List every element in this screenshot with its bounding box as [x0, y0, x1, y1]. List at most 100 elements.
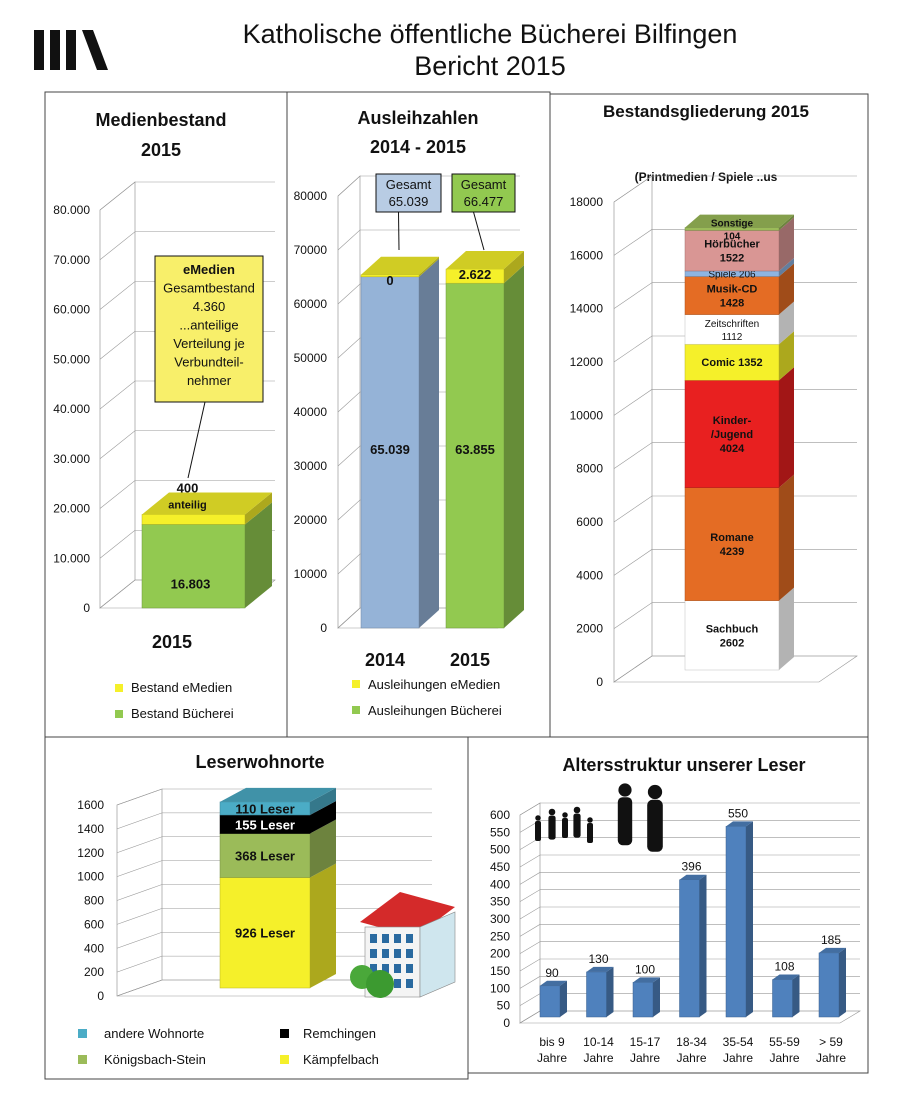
alter-ytick: 350	[490, 895, 510, 909]
medien-ytick: 60.000	[53, 303, 90, 317]
medien-legend-emedien: Bestand eMedien	[131, 680, 232, 695]
page-title: Katholische öffentliche Bücherei Bilfing…	[0, 18, 900, 82]
person-silhouette-icon	[617, 797, 633, 846]
wohnorte-legend-koenigsbach: Königsbach-Stein	[104, 1052, 206, 1067]
bestand-segment-label: 1522	[720, 253, 744, 265]
alter-grid-gridline	[519, 976, 860, 989]
person-silhouette-icon	[573, 813, 581, 838]
wohnorte-grid-gridline	[116, 860, 432, 877]
alter-bar-label: 108	[774, 960, 794, 974]
person-silhouette-icon	[535, 821, 541, 841]
bestand-segment-side	[779, 331, 794, 381]
house-window	[394, 949, 401, 958]
ausleih-callout-label: Gesamt	[461, 177, 507, 192]
medien-callout-line: Verteilung je	[173, 336, 245, 351]
alter-grid-gridline	[519, 924, 860, 937]
bestand-ytick: 18000	[570, 195, 604, 209]
alter-xcategory-unit: Jahre	[769, 1051, 799, 1065]
medien-legend-swatch-buecherei	[115, 710, 123, 718]
alter-ytick: 400	[490, 877, 510, 891]
bestand-segment-label: Sachbuch	[706, 623, 759, 635]
alter-bar-top	[633, 977, 660, 983]
ausleih-xcategory: 2014	[365, 650, 405, 670]
alter-xcategory-unit: Jahre	[537, 1051, 567, 1065]
alter-bar-front	[632, 982, 654, 1018]
wohnorte-grid-gridline	[116, 836, 432, 854]
alter-xcategory-unit: Jahre	[676, 1051, 706, 1065]
wohnorte-ytick: 400	[84, 941, 104, 955]
alter-bar-top	[679, 874, 707, 880]
alter-ytick: 50	[497, 999, 511, 1013]
ausleih-legend-swatch-emedien	[352, 680, 360, 688]
person-silhouette-icon	[548, 815, 556, 840]
bestand-ytick: 0	[596, 675, 603, 689]
bestand-segment-label: 104	[724, 232, 741, 243]
person-silhouette-icon	[535, 815, 541, 821]
bestand-segment-side	[779, 301, 794, 345]
alter-bar-front	[818, 952, 840, 1018]
wohnorte-segment-front	[219, 833, 311, 878]
house-window	[370, 949, 377, 958]
medien-bar-emedien-top	[142, 492, 272, 515]
bestand-segment-label: 1112	[722, 332, 743, 343]
medien-grid-gridline	[99, 181, 275, 211]
alter-bar-label: 396	[681, 860, 701, 874]
ausleih-bar-buecherei-front	[360, 276, 420, 629]
bestand-segment-side	[779, 257, 794, 277]
ausleih-legend-swatch-buecherei	[352, 706, 360, 714]
wohnorte-ytick: 1200	[77, 846, 104, 860]
medien-callout-line: Verbundteil-	[174, 355, 243, 370]
bestand-segment-side	[779, 587, 794, 670]
house-window	[382, 934, 389, 943]
alter-xcategory-unit: Jahre	[816, 1051, 846, 1065]
house-window	[406, 979, 413, 988]
house-wall-side	[419, 911, 456, 998]
ausleih-bar-emedien-label: 2.622	[459, 267, 492, 282]
alter-bar-side	[839, 947, 846, 1017]
wohnorte-segment-side	[310, 863, 336, 988]
house-roof	[360, 892, 455, 937]
ausleih-callout-leader	[473, 211, 485, 251]
alter-bar-side	[746, 821, 753, 1017]
person-silhouette-icon	[587, 817, 593, 823]
alter-ytick: 200	[490, 947, 510, 961]
alter-xcategory: > 59	[819, 1035, 843, 1049]
person-silhouette-icon	[573, 806, 581, 814]
ausleih-ytick: 60000	[294, 297, 328, 311]
wohnorte-segment-label: 155 Leser	[235, 817, 295, 832]
alter-bar-front	[772, 979, 793, 1018]
alter-xcategory-unit: Jahre	[583, 1051, 613, 1065]
wohnorte-segment-label: 368 Leser	[235, 848, 295, 863]
house-window	[382, 949, 389, 958]
bestand-segment-front	[684, 230, 780, 272]
alter-xcategory-unit: Jahre	[723, 1051, 753, 1065]
bestand-ytick: 6000	[576, 515, 603, 529]
wohnorte-ytick: 1400	[77, 822, 104, 836]
alter-grid-gridline	[519, 872, 860, 885]
alter-xcategory-unit: Jahre	[630, 1051, 660, 1065]
title-line-1: Katholische öffentliche Bücherei Bilfing…	[242, 19, 738, 49]
ausleih-bar-emedien-top	[446, 251, 524, 270]
alter-grid-gridline	[519, 889, 860, 902]
ausleih-bar-buecherei-label: 65.039	[370, 442, 410, 457]
ausleih-callout-value: 65.039	[389, 194, 429, 209]
alter-bar-label: 90	[545, 966, 559, 980]
alter-bar-front	[679, 879, 700, 1018]
wohnorte-grid-gridline	[116, 788, 432, 806]
alter-xcategory: 15-17	[630, 1035, 661, 1049]
medien-callout-line: Gesamtbestand	[163, 281, 255, 296]
ausleih-bar-buecherei-side	[419, 258, 439, 628]
alter-ytick: 500	[490, 843, 510, 857]
medien-ytick: 50.000	[53, 352, 90, 366]
bestand-segment-side	[779, 263, 794, 315]
wohnorte-ytick: 1000	[77, 870, 104, 884]
medien-bar-emedien-sublabel: anteilig	[168, 499, 207, 511]
bestand-segment-label: 1428	[720, 298, 744, 310]
medien-ytick: 80.000	[53, 203, 90, 217]
bestand-grid-sidewall	[613, 175, 653, 683]
wohnorte-grid-gridline	[116, 812, 432, 830]
bestand-segment-label: Sonstige	[711, 219, 754, 230]
wohnorte-segment-side	[310, 787, 336, 816]
bestand-segment-label: Comic 1352	[701, 357, 762, 369]
wohnorte-title: Leserwohnorte	[195, 752, 324, 772]
